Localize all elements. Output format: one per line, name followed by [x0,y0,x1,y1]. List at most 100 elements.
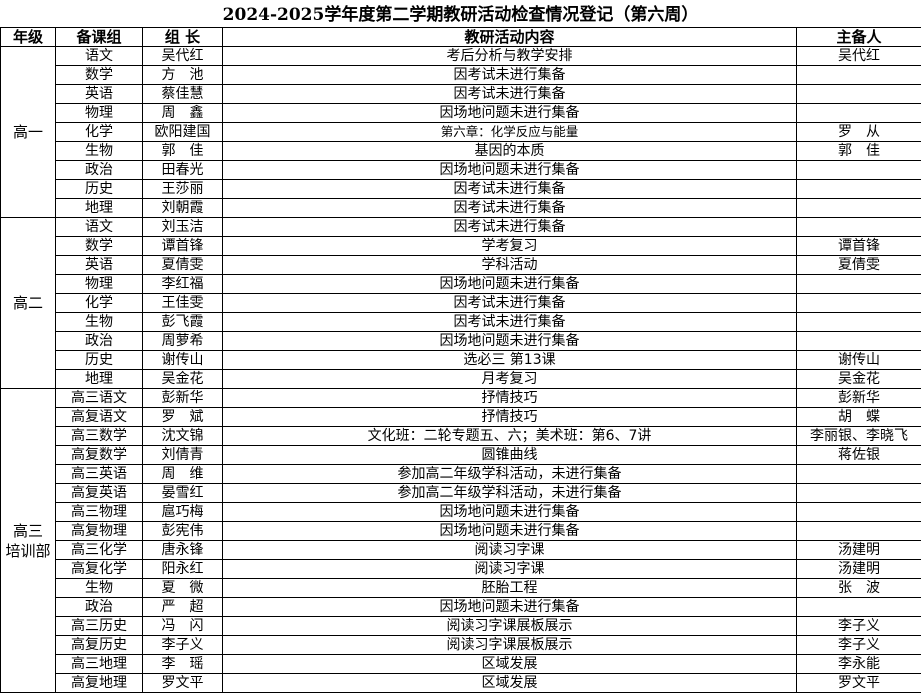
table-row: 历史 王莎丽 因考试未进行集备 [1,179,921,199]
content-cell: 因考试未进行集备 [222,293,797,313]
group-cell: 历史 [55,179,143,199]
preparer-cell [796,160,921,180]
content-cell: 因场地问题未进行集备 [222,521,797,541]
table-row: 英语 夏倩雯 学科活动 夏倩雯 [1,255,921,275]
table-row: 高三英语周 维参加高二年级学科活动，未进行集备 [1,464,921,484]
leader-cell: 阳永红 [142,559,223,579]
leader-cell: 夏 微 [142,578,223,598]
leader-cell: 郭 佳 [142,141,223,161]
group-cell: 高复化学 [55,559,143,579]
preparer-cell [796,502,921,522]
content-cell: 圆锥曲线 [222,445,797,465]
header-leader: 组 长 [142,28,223,47]
content-cell: 因考试未进行集备 [222,65,797,85]
preparer-cell: 蒋佐银 [796,445,921,465]
preparer-cell: 郭 佳 [796,141,921,161]
preparer-cell [796,84,921,104]
content-cell: 抒情技巧 [222,407,797,427]
group-cell: 地理 [55,198,143,218]
group-cell: 高复历史 [55,635,143,655]
content-cell: 阅读习字课 [222,540,797,560]
table-row: 历史 谢传山 选必三 第13课 谢传山 [1,350,921,370]
header-row: 年级 备课组 组 长 教研活动内容 主备人 [0,28,921,47]
content-cell: 考后分析与教学安排 [222,46,797,66]
content-cell: 阅读习字课展板展示 [222,616,797,636]
table-row: 高复历史 李子义 阅读习字课展板展示 李子义 [1,635,921,655]
group-cell: 化学 [55,122,143,142]
table-row: 地理 吴金花 月考复习 吴金花 [1,369,921,389]
preparer-cell [796,179,921,199]
content-cell: 因考试未进行集备 [222,312,797,332]
content-cell: 胚胎工程 [222,578,797,598]
group-cell: 高三英语 [55,464,143,484]
sheet-title: 2024-2025学年度第二学期教研活动检查情况登记（第六周） [0,0,921,28]
leader-cell: 扈巧梅 [142,502,223,522]
content-cell: 文化班：二轮专题五、六；美术班：第6、7讲 [222,426,797,446]
group-cell: 高三历史 [55,616,143,636]
content-cell: 因考试未进行集备 [222,198,797,218]
content-cell: 因考试未进行集备 [222,84,797,104]
leader-cell: 蔡佳慧 [142,84,223,104]
preparer-cell: 汤建明 [796,540,921,560]
table-row: 高一 语文 吴代红 考后分析与教学安排 吴代红 [0,46,921,218]
table-row: 英语 蔡佳慧 因考试未进行集备 [1,84,921,104]
preparer-cell: 李子义 [796,616,921,636]
content-cell: 参加高二年级学科活动，未进行集备 [222,464,797,484]
leader-cell: 彭宪伟 [142,521,223,541]
preparer-cell: 李永能 [796,654,921,674]
header-group: 备课组 [55,28,143,47]
content-cell: 月考复习 [222,369,797,389]
leader-cell: 谢传山 [142,350,223,370]
leader-cell: 彭飞霞 [142,312,223,332]
preparer-cell: 胡 蝶 [796,407,921,427]
header-grade: 年级 [0,28,56,47]
leader-cell: 刘倩青 [142,445,223,465]
content-cell: 选必三 第13课 [222,350,797,370]
group-cell: 地理 [55,369,143,389]
leader-cell: 王佳雯 [142,293,223,313]
leader-cell: 李子义 [142,635,223,655]
leader-cell: 晏雪红 [142,483,223,503]
preparer-cell: 李子义 [796,635,921,655]
group-cell: 高复数学 [55,445,143,465]
table-row: 高复化学 阳永红 阅读习字课 汤建明 [1,559,921,579]
content-cell: 区域发展 [222,673,797,693]
group-cell: 化学 [55,293,143,313]
table-row: 高三地理李 瑶区域发展 李永能 [1,654,921,674]
preparer-cell [796,274,921,294]
preparer-cell: 吴金花 [796,369,921,389]
preparer-cell: 夏倩雯 [796,255,921,275]
preparer-cell: 罗文平 [796,673,921,693]
content-cell: 因考试未进行集备 [222,217,797,237]
content-cell: 阅读习字课 [222,559,797,579]
group-cell: 高三地理 [55,654,143,674]
preparer-cell: 彭新华 [796,388,921,408]
leader-cell: 严 超 [142,597,223,617]
preparer-cell [796,331,921,351]
preparer-cell [796,521,921,541]
preparer-cell: 李丽银、李晓飞 [796,426,921,446]
preparer-cell: 谢传山 [796,350,921,370]
group-cell: 语文 [55,46,143,66]
table-row: 高三物理 扈巧梅 因场地问题未进行集备 [1,502,921,522]
preparer-cell [796,483,921,503]
table-row: 高三历史冯 闪阅读习字课展板展示 李子义 [1,616,921,636]
group-cell: 生物 [55,578,143,598]
table-row: 高复语文罗 斌抒情技巧胡 蝶 [1,407,921,427]
group-cell: 政治 [55,597,143,617]
content-cell: 学科活动 [222,255,797,275]
leader-cell: 欧阳建国 [142,122,223,142]
group-cell: 生物 [55,312,143,332]
table-row: 高三数学 沈文锦 文化班：二轮专题五、六；美术班：第6、7讲 李丽银、李晓飞 [1,426,921,446]
leader-cell: 王莎丽 [142,179,223,199]
content-cell: 因场地问题未进行集备 [222,160,797,180]
group-cell: 高三数学 [55,426,143,446]
content-cell: 第六章：化学反应与能量 [222,122,797,142]
content-cell: 因场地问题未进行集备 [222,103,797,123]
leader-cell: 彭新华 [142,388,223,408]
content-cell: 因场地问题未进行集备 [222,597,797,617]
preparer-cell [796,464,921,484]
table-row: 高复地理 罗文平 区域发展 罗文平 [1,673,921,693]
header-preparer: 主备人 [796,28,921,47]
leader-cell: 夏倩雯 [142,255,223,275]
